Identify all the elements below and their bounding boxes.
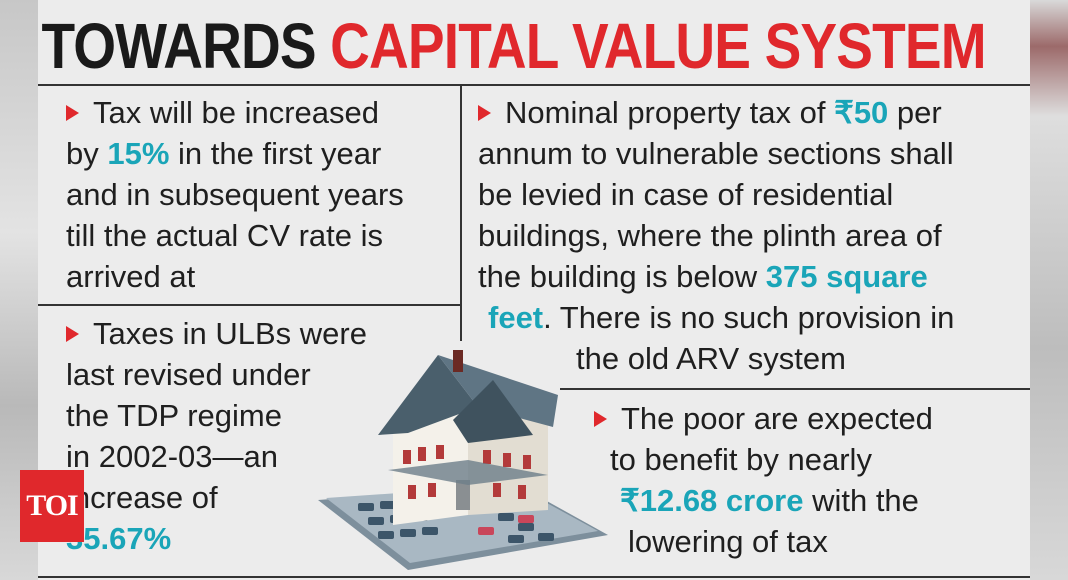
block3-line3: be levied in case of residential <box>478 177 894 212</box>
block4-highlight: ₹12.68 crore <box>620 483 804 518</box>
house-on-calculator-icon <box>318 350 608 570</box>
block3-line7: the old ARV system <box>576 341 846 376</box>
block2-line2: last revised under <box>66 357 311 392</box>
block4-line3-post: with the <box>803 483 919 518</box>
block3-line2: annum to vulnerable sections shall <box>478 136 954 171</box>
arrow-bullet-icon <box>66 326 79 342</box>
point-last-revision: Taxes in ULBs were last revised under th… <box>66 313 367 559</box>
rule-vertical <box>460 86 462 341</box>
block4-line4: lowering of tax <box>628 524 828 559</box>
block2-line5: increase of <box>66 480 218 515</box>
block2-line4: in 2002-03—an <box>66 439 278 474</box>
block1-line2-post: in the first year <box>169 136 382 171</box>
point-nominal-tax: Nominal property tax of ₹50 per annum to… <box>478 92 954 379</box>
block1-line2-pre: by <box>66 136 108 171</box>
block1-highlight: 15% <box>107 136 170 171</box>
headline-part1: TOWARDS <box>41 10 316 82</box>
toi-logo: TOI <box>20 470 84 542</box>
rule-top <box>38 84 1030 86</box>
right-blur-strip <box>1030 0 1068 580</box>
arrow-bullet-icon <box>594 411 607 427</box>
block2-line3: the TDP regime <box>66 398 282 433</box>
block3-highlight-feet: feet <box>488 300 544 335</box>
headline-part2: CAPITAL VALUE SYSTEM <box>330 10 986 82</box>
block3-line5-pre: the building is below <box>478 259 766 294</box>
block3-line1-pre: Nominal property tax of <box>505 95 835 130</box>
point-poor-benefit: The poor are expected to benefit by near… <box>594 398 933 562</box>
point-tax-increase: Tax will be increased by 15% in the firs… <box>66 92 404 297</box>
block4-line2: to benefit by nearly <box>610 442 872 477</box>
rule-bottom <box>38 576 1030 578</box>
block2-line1: Taxes in ULBs were <box>93 316 367 351</box>
block1-line1: Tax will be increased <box>93 95 380 130</box>
block3-line6-post: . There is no such provision in <box>543 300 955 335</box>
block1-line5: arrived at <box>66 259 196 294</box>
block3-line1-post: per <box>888 95 942 130</box>
arrow-bullet-icon <box>66 105 79 121</box>
block3-line4: buildings, where the plinth area of <box>478 218 942 253</box>
block1-line4: till the actual CV rate is <box>66 218 384 253</box>
block4-line1: The poor are expected <box>621 401 933 436</box>
block1-line3: and in subsequent years <box>66 177 404 212</box>
block3-highlight-area: 375 square <box>765 259 928 294</box>
infographic-card: TOWARDS CAPITAL VALUE SYSTEM Tax will be… <box>38 0 1030 580</box>
headline: TOWARDS CAPITAL VALUE SYSTEM <box>38 8 986 84</box>
rule-left-middle <box>38 304 460 306</box>
arrow-bullet-icon <box>478 105 491 121</box>
block3-highlight-amount: ₹50 <box>834 95 889 130</box>
rule-right-middle <box>560 388 1030 390</box>
